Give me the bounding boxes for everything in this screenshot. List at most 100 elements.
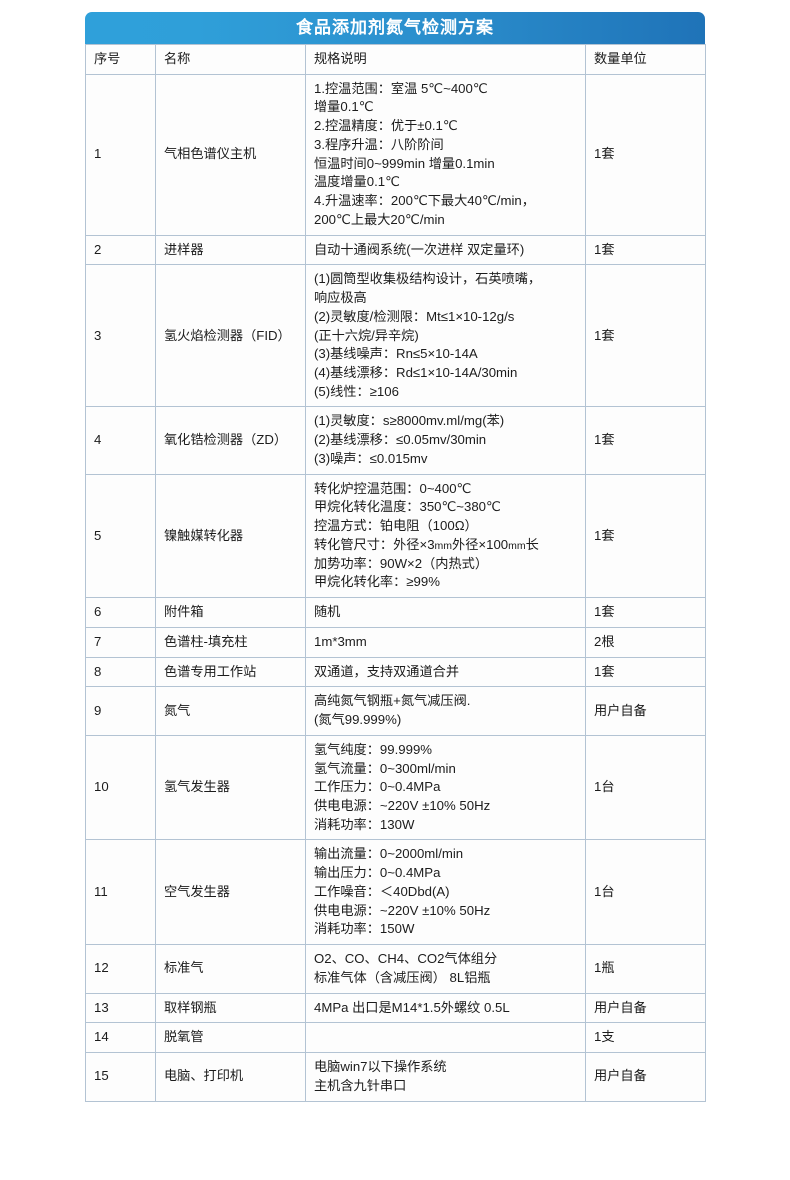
table-row: 4 氧化锆检测器（ZD） (1)灵敏度：s≥8000mv.ml/mg(苯) (2)基线… <box>85 406 706 475</box>
spec-line: 供电电源：~220V ±10% 50Hz <box>314 902 491 918</box>
cell-no: 11 <box>85 839 156 946</box>
cell-qty: 1套 <box>585 597 706 628</box>
table-row: 1 气相色谱仪主机 1.控温范围：室温 5℃~400℃ 增量0.1℃ 2.控温精度：优于… <box>85 73 706 236</box>
cell-qty: 用户自备 <box>585 992 706 1024</box>
cell-qty: 1套 <box>585 264 706 408</box>
cell-qty: 1套 <box>585 73 706 236</box>
cell-no: 4 <box>85 406 156 475</box>
cell-qty: 2根 <box>585 626 706 658</box>
cell-name: 氢气发生器 <box>155 734 306 841</box>
spec-line: 甲烷化转化率：≥99% <box>314 574 440 590</box>
cell-no: 8 <box>85 656 156 688</box>
cell-name: 色谱柱-填充柱 <box>155 626 306 658</box>
spec-line: (1)圆筒型收集极结构设计，石英喷嘴， <box>314 271 542 287</box>
spec-line: 氢气纯度：99.999% <box>314 741 432 757</box>
spec-line: 输出压力：0~0.4MPa <box>314 865 441 881</box>
spec-line: (4)基线漂移：Rd≤1×10-14A/30min <box>314 365 518 381</box>
spec-line: (氮气99.999%) <box>314 712 402 728</box>
spec-line: 3.程序升温：八阶阶间 <box>314 136 444 152</box>
spec-line: 主机含九针串口 <box>314 1077 407 1093</box>
table-row: 9 氮气 高纯氮气钢瓶+氮气减压阀. (氮气99.999%) 用户自备 <box>85 686 706 736</box>
table-row: 12 标准气 O2、CO、CH4、CO2气体组分 标准气体（含减压阀） 8L铝瓶 1瓶 <box>85 944 706 994</box>
cell-spec: O2、CO、CH4、CO2气体组分 标准气体（含减压阀） 8L铝瓶 <box>305 944 586 994</box>
cell-name: 镍触媒转化器 <box>155 473 306 599</box>
spec-line: 输出流量：0~2000ml/min <box>314 846 464 862</box>
cell-spec: 高纯氮气钢瓶+氮气减压阀. (氮气99.999%) <box>305 686 586 736</box>
cell-name: 电脑、打印机 <box>155 1052 306 1102</box>
cell-spec: 随机 <box>305 597 586 628</box>
column-header-spec: 规格说明 <box>305 44 586 75</box>
table-row: 6 附件箱 随机 1套 <box>85 597 706 628</box>
cell-qty: 1套 <box>585 656 706 688</box>
cell-no: 1 <box>85 73 156 236</box>
table-row: 15 电脑、打印机 电脑win7以下操作系统 主机含九针串口 用户自备 <box>85 1052 706 1102</box>
spec-line: (2)灵敏度/检测限：Mt≤1×10-12g/s <box>314 308 515 324</box>
cell-spec: 自动十通阀系统(一次进样 双定量环) <box>305 234 586 266</box>
table-row: 14 脱氧管 1支 <box>85 1022 706 1054</box>
cell-spec: (1)灵敏度：s≥8000mv.ml/mg(苯) (2)基线漂移：≤0.05mv/… <box>305 406 586 475</box>
spec-line: (5)线性：≥106 <box>314 383 399 399</box>
cell-no: 6 <box>85 597 156 628</box>
spec-line: 双通道，支持双通道合并 <box>314 663 460 679</box>
page-title: 食品添加剂氮气检测方案 <box>85 12 705 44</box>
table-header-row: 序号 名称 规格说明 数量单位 <box>85 44 706 75</box>
cell-no: 12 <box>85 944 156 994</box>
spec-line: 电脑win7以下操作系统 <box>314 1059 447 1075</box>
cell-no: 10 <box>85 734 156 841</box>
column-header-qty: 数量单位 <box>585 44 706 75</box>
spec-line: 2.控温精度：优于±0.1℃ <box>314 118 458 134</box>
table-row: 10 氢气发生器 氢气纯度：99.999% 氢气流量：0~300ml/min 工作压力：… <box>85 734 706 841</box>
cell-no: 3 <box>85 264 156 408</box>
cell-spec: 1m*3mm <box>305 626 586 658</box>
cell-qty: 1套 <box>585 234 706 266</box>
cell-spec: 输出流量：0~2000ml/min 输出压力：0~0.4MPa 工作噪音：＜40Db… <box>305 839 586 946</box>
cell-name: 色谱专用工作站 <box>155 656 306 688</box>
table-row: 13 取样钢瓶 4MPa 出口是M14*1.5外螺纹 0.5L 用户自备 <box>85 992 706 1024</box>
spec-line: 响应极高 <box>314 290 367 306</box>
table-row: 3 氢火焰检测器（FID） (1)圆筒型收集极结构设计，石英喷嘴， 响应极高 (2)灵敏… <box>85 264 706 408</box>
cell-name: 取样钢瓶 <box>155 992 306 1024</box>
cell-qty: 用户自备 <box>585 1052 706 1102</box>
table-row: 11 空气发生器 输出流量：0~2000ml/min 输出压力：0~0.4MPa 工作噪… <box>85 839 706 946</box>
cell-name: 附件箱 <box>155 597 306 628</box>
cell-no: 13 <box>85 992 156 1024</box>
cell-qty: 1套 <box>585 406 706 475</box>
spec-line: 工作压力：0~0.4MPa <box>314 779 441 795</box>
table-row: 8 色谱专用工作站 双通道，支持双通道合并 1套 <box>85 656 706 688</box>
cell-spec: 双通道，支持双通道合并 <box>305 656 586 688</box>
spec-line: O2、CO、CH4、CO2气体组分 <box>314 951 498 967</box>
cell-no: 15 <box>85 1052 156 1102</box>
cell-spec: 1.控温范围：室温 5℃~400℃ 增量0.1℃ 2.控温精度：优于±0.1℃ 3.程… <box>305 73 586 236</box>
cell-qty: 1瓶 <box>585 944 706 994</box>
cell-spec: 转化炉控温范围：0~400℃ 甲烷化转化温度：350℃~380℃ 控温方式：铂电阻（… <box>305 473 586 599</box>
cell-qty: 1支 <box>585 1022 706 1054</box>
spec-line: 1.控温范围：室温 5℃~400℃ <box>314 80 488 96</box>
cell-name: 空气发生器 <box>155 839 306 946</box>
column-header-name: 名称 <box>155 44 306 75</box>
spec-line: 工作噪音：＜40Dbd(A) <box>314 883 450 899</box>
spec-line: 标准气体（含减压阀） 8L铝瓶 <box>314 969 491 985</box>
table-row: 7 色谱柱-填充柱 1m*3mm 2根 <box>85 626 706 658</box>
cell-name: 气相色谱仪主机 <box>155 73 306 236</box>
cell-qty: 1套 <box>585 473 706 599</box>
cell-spec: 氢气纯度：99.999% 氢气流量：0~300ml/min 工作压力：0~0.4MP… <box>305 734 586 841</box>
spec-line: (正十六烷/异辛烷) <box>314 327 419 343</box>
cell-name: 脱氧管 <box>155 1022 306 1054</box>
cell-qty: 用户自备 <box>585 686 706 736</box>
table-row: 5 镍触媒转化器 转化炉控温范围：0~400℃ 甲烷化转化温度：350℃~380℃ 控温… <box>85 473 706 599</box>
spec-line: 转化炉控温范围：0~400℃ <box>314 480 472 496</box>
spec-line: 高纯氮气钢瓶+氮气减压阀. <box>314 693 471 709</box>
cell-spec: 4MPa 出口是M14*1.5外螺纹 0.5L <box>305 992 586 1024</box>
cell-qty: 1台 <box>585 839 706 946</box>
cell-name: 进样器 <box>155 234 306 266</box>
spec-line: 消耗功率：150W <box>314 921 415 937</box>
spec-line: 控温方式：铂电阻（100Ω） <box>314 518 478 534</box>
spec-line: 4.升温速率：200℃下最大40℃/min， <box>314 193 535 209</box>
spec-line: 甲烷化转化温度：350℃~380℃ <box>314 499 501 515</box>
spec-line: 恒温时间0~999min 增量0.1min <box>314 155 495 171</box>
spec-line: 消耗功率：130W <box>314 816 415 832</box>
table-body: 序号 名称 规格说明 数量单位 1 气相色谱仪主机 1.控温范围：室温 5℃~400… <box>85 44 706 1102</box>
spec-line: 增量0.1℃ <box>314 99 374 115</box>
cell-name: 标准气 <box>155 944 306 994</box>
